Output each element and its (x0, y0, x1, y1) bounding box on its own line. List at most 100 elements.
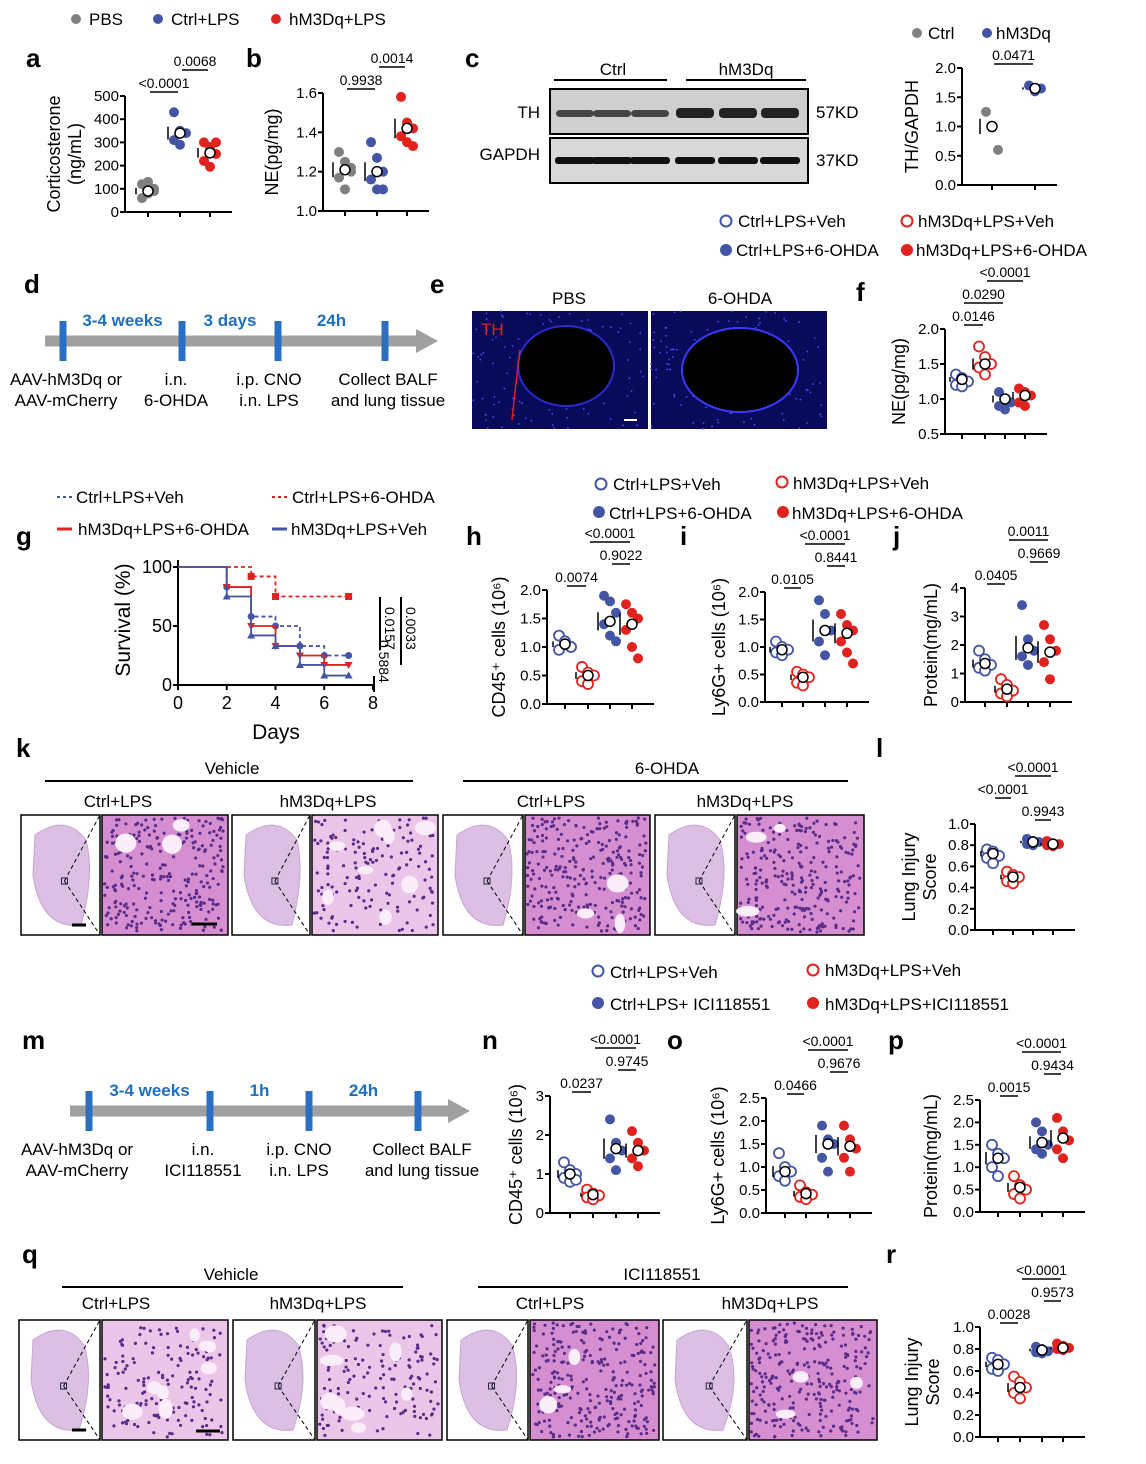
panel-letter-f: f (856, 277, 865, 307)
cell-nucleus (219, 848, 223, 853)
cell-nucleus (847, 851, 851, 855)
cell-nucleus (642, 1424, 646, 1428)
cell-nucleus (353, 1357, 357, 1361)
cell-nucleus (198, 831, 202, 835)
cell-nucleus (348, 889, 352, 893)
cell-nucleus (860, 1350, 864, 1354)
q-sub-2: hM3Dq+LPS (270, 1294, 367, 1313)
cell-nucleus (758, 907, 762, 912)
cell-nucleus (856, 864, 860, 868)
cell-nucleus (837, 889, 841, 893)
nucleus-dot (485, 312, 488, 315)
mean-marker (987, 847, 999, 860)
data-point (1000, 404, 1010, 415)
cell-nucleus (552, 1343, 556, 1347)
cell-nucleus (326, 872, 330, 876)
timeline-interval: 24h (317, 311, 346, 330)
survival-curve (178, 566, 349, 677)
cell-nucleus (620, 904, 624, 908)
cell-nucleus (803, 908, 807, 912)
cell-nucleus (357, 876, 361, 881)
zoom-line (63, 1319, 101, 1387)
cell-nucleus (428, 1433, 432, 1437)
cell-nucleus (165, 1435, 169, 1439)
cell-nucleus (803, 890, 808, 894)
cell-nucleus (818, 893, 822, 897)
cell-nucleus (416, 1375, 420, 1380)
y-tick-label: 1.6 (296, 85, 317, 102)
cell-nucleus (829, 1385, 833, 1389)
cell-nucleus (762, 1385, 766, 1389)
cell-nucleus (135, 872, 139, 876)
x-tick-label: 0 (173, 693, 183, 713)
cell-nucleus (826, 846, 831, 850)
cell-nucleus (342, 1369, 346, 1373)
cell-nucleus (603, 1357, 607, 1361)
cell-nucleus (797, 889, 802, 894)
cell-nucleus (218, 817, 222, 821)
cell-nucleus (823, 1398, 827, 1402)
cell-nucleus (597, 1401, 601, 1405)
cell-nucleus (532, 872, 536, 876)
mean-marker (559, 638, 571, 650)
data-point (1058, 1153, 1068, 1164)
cell-nucleus (423, 878, 427, 882)
cell-nucleus (625, 825, 629, 829)
data-point (814, 595, 824, 606)
y-axis-label-line: Ly6G+ cells (10⁶) (709, 578, 729, 716)
k-sub-1: Ctrl+LPS (84, 792, 153, 811)
cell-nucleus (808, 873, 812, 877)
cell-nucleus (754, 871, 758, 875)
cell-nucleus (772, 1424, 777, 1428)
cell-nucleus (537, 876, 542, 881)
cell-nucleus (615, 849, 620, 853)
cell-nucleus (367, 1394, 371, 1398)
cell-nucleus (549, 1380, 553, 1384)
y-tick-label: 1.0 (948, 816, 969, 833)
cell-nucleus (851, 874, 855, 878)
blot-band-th-lane (631, 110, 669, 117)
cell-nucleus (114, 921, 118, 925)
cell-nucleus (601, 861, 605, 866)
cell-nucleus (106, 1394, 110, 1398)
cell-nucleus (590, 875, 594, 879)
cell-nucleus (156, 1370, 161, 1374)
cell-nucleus (129, 864, 133, 869)
cell-nucleus (398, 818, 402, 822)
alveolar-space (203, 1340, 217, 1353)
cell-nucleus (640, 1394, 644, 1398)
cell-nucleus (530, 850, 534, 855)
cell-nucleus (589, 830, 593, 834)
cell-nucleus (415, 1346, 419, 1350)
zoom-line (491, 1319, 529, 1387)
cell-nucleus (537, 1410, 541, 1414)
nucleus-dot (513, 414, 515, 417)
p-value-label: 0.0471 (992, 47, 1035, 63)
cell-nucleus (201, 864, 205, 868)
cell-nucleus (315, 871, 319, 875)
cell-nucleus (590, 1360, 595, 1364)
cell-nucleus (824, 865, 828, 869)
y-tick-label: 0.5 (739, 1182, 760, 1199)
cell-nucleus (628, 881, 632, 885)
cell-nucleus (866, 1351, 870, 1355)
data-point (605, 1114, 615, 1125)
cell-nucleus (187, 893, 191, 897)
nucleus-dot (798, 427, 801, 430)
cell-nucleus (819, 1330, 823, 1335)
cell-nucleus (778, 1425, 783, 1429)
y-tick-label: 1 (536, 1166, 544, 1183)
y-tick-label: 100 (94, 181, 119, 198)
mean-marker (992, 1152, 1004, 1164)
cell-nucleus (763, 854, 767, 858)
cell-nucleus (783, 898, 787, 902)
alveolar-space (322, 889, 334, 906)
cell-nucleus (205, 873, 209, 878)
legend-marker-ctrl (153, 14, 163, 24)
cell-nucleus (780, 874, 784, 878)
nucleus-dot (603, 402, 606, 405)
alveolar-space (773, 823, 786, 833)
cell-nucleus (352, 838, 356, 842)
cell-nucleus (126, 923, 130, 927)
cell-nucleus (822, 1363, 826, 1367)
